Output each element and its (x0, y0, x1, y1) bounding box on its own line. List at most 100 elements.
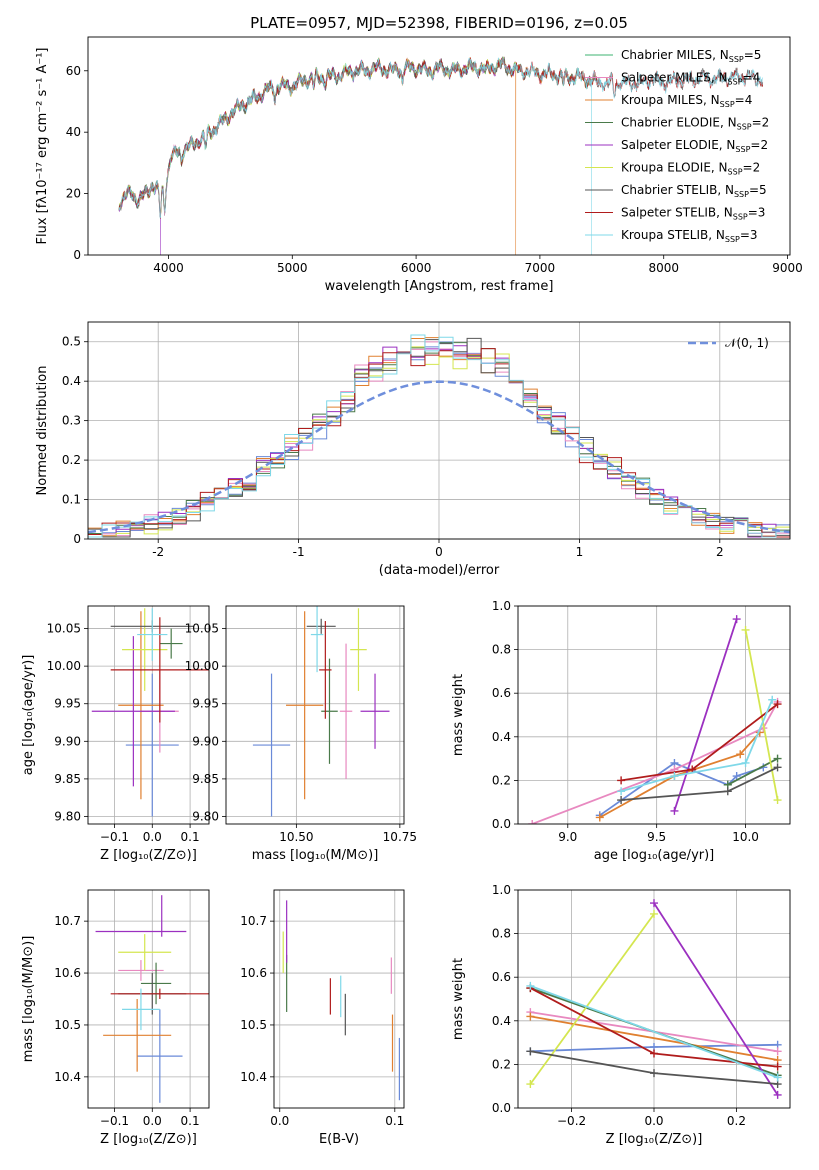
legend-text: Chabrier MILES, N (621, 48, 729, 62)
legend-text: =4 (735, 93, 753, 107)
weight-marker (773, 763, 782, 772)
y-tick-label: 0.5 (62, 335, 81, 349)
plot-frame (87, 36, 791, 256)
legend-text: =2 (752, 116, 770, 130)
x-axis-label: (data-model)/error (379, 563, 500, 578)
mass-age-panel: 10.50 10.75 9.80 9.85 9.90 9.95 10.00 10.05 mass… (185, 605, 417, 863)
y-tick-label: 0.6 (492, 970, 511, 984)
x-axis-label: age [log₁₀(age/yr)] (594, 848, 715, 863)
y-tick-label: 0.2 (62, 453, 81, 467)
plot-frame (273, 889, 405, 1109)
y-tick-label: 10.00 (185, 659, 219, 673)
legend-text: Salpeter MILES, N (621, 71, 728, 85)
y-tick-label: 10.7 (240, 914, 267, 928)
histogram-series (88, 334, 790, 538)
x-tick-label: −0.1 (100, 830, 129, 844)
legend-sub: SSP (720, 100, 735, 109)
y-tick-label: 0.0 (492, 817, 511, 831)
legend-sub: SSP (733, 213, 748, 222)
y-tick-label: 0.2 (492, 1057, 511, 1071)
y-tick-label: 10.4 (54, 1070, 81, 1084)
y-tick-label: 10.5 (240, 1018, 267, 1032)
x-tick-label: 0.0 (143, 1114, 162, 1128)
x-tick-label: 7000 (525, 261, 556, 275)
y-tick-label: 0 (73, 532, 81, 546)
x-tick-label: 0.2 (727, 1114, 746, 1128)
legend-sub: SSP (728, 168, 743, 177)
y-tick-label: 9.85 (54, 772, 81, 786)
weight-marker (528, 820, 537, 824)
plot-frame (225, 605, 405, 825)
legend-text: =3 (748, 206, 766, 220)
y-axis-label: mass [log₁₀(M/M⊙)] (21, 936, 36, 1063)
x-tick-label: 2 (716, 545, 724, 559)
y-tick-label: 10.7 (54, 914, 81, 928)
weight-series-line (599, 731, 761, 819)
x-tick-label: 0 (435, 545, 443, 559)
legend-sub: SSP (737, 123, 752, 132)
weight-marker (617, 776, 626, 785)
weight-series-line (530, 985, 778, 1079)
normal-reference-curve (88, 380, 790, 534)
y-tick-label: 9.90 (192, 734, 219, 748)
weight-marker (736, 750, 745, 759)
y-tick-label: 9.80 (192, 809, 219, 823)
legend-text: Kroupa ELODIE, N (621, 161, 728, 175)
legend-text: Salpeter ELODIE, N (621, 138, 735, 152)
legend-entry: Chabrier ELODIE, NSSP=2 (621, 116, 769, 132)
plot-frame (517, 605, 791, 825)
x-axis-label: Z [log₁₀(Z/Z⊙)] (606, 1132, 703, 1147)
y-tick-label: 10.6 (240, 966, 267, 980)
weight-marker (732, 772, 741, 781)
weight-marker (650, 909, 658, 918)
weight-marker (670, 806, 679, 815)
x-axis-label: Z [log₁₀(Z/Z⊙)] (100, 848, 197, 863)
x-tick-label: -2 (152, 545, 164, 559)
weight-marker (773, 700, 782, 709)
weight-marker (670, 772, 679, 781)
legend-text: =5 (744, 48, 762, 62)
weight-marker (617, 787, 626, 796)
chart-title: PLATE=0957, MJD=52398, FIBERID=0196, z=0… (250, 14, 628, 32)
y-tick-label: 0.2 (492, 773, 511, 787)
x-tick-label: 0.0 (270, 1114, 289, 1128)
legend-sub: SSP (735, 145, 750, 154)
weight-marker (723, 787, 732, 796)
x-tick-label: 0.1 (181, 830, 200, 844)
weight-marker (526, 1047, 535, 1056)
y-tick-label: 1.0 (492, 599, 511, 613)
legend-entry: Salpeter STELIB, NSSP=3 (621, 206, 765, 222)
plot-area (118, 56, 764, 255)
plot-frame (87, 889, 210, 1109)
y-tick-label: 40 (66, 125, 81, 139)
y-tick-label: 0.6 (492, 686, 511, 700)
y-tick-label: 0.0 (492, 1101, 511, 1115)
weight-marker (741, 625, 750, 634)
legend-text: Kroupa STELIB, N (621, 228, 725, 242)
x-tick-label: 5000 (277, 261, 308, 275)
y-tick-label: 10.4 (240, 1070, 267, 1084)
plot-frame (87, 321, 791, 540)
weight-series-line (673, 618, 738, 812)
weight-series-line (727, 757, 779, 786)
weight-marker (768, 695, 777, 704)
legend-sub: SSP (729, 55, 744, 64)
x-tick-label: −0.1 (100, 1114, 129, 1128)
legend-entry: 𝒩(0, 1) (725, 336, 769, 350)
legend-text: Kroupa MILES, N (621, 93, 720, 107)
weight-marker (773, 796, 782, 805)
weight-marker (650, 1069, 658, 1078)
legend-entry: Chabrier STELIB, NSSP=5 (621, 183, 767, 199)
x-tick-label: 4000 (153, 261, 184, 275)
weight-marker (773, 1062, 782, 1071)
age-weight-panel: 9.0 9.5 10.0 0.0 0.2 0.4 0.6 0.8 1.0 age [log₁₀(a… (451, 599, 791, 863)
y-tick-label: 10.6 (54, 966, 81, 980)
legend-text: =3 (740, 228, 758, 242)
x-tick-label: 10.75 (383, 830, 417, 844)
plot-area (91, 608, 209, 817)
plot-area (95, 895, 209, 1103)
weight-marker (773, 1090, 782, 1099)
y-tick-label: 9.85 (192, 772, 219, 786)
weight-marker (773, 1073, 782, 1082)
legend-entry: Kroupa ELODIE, NSSP=2 (621, 161, 760, 177)
